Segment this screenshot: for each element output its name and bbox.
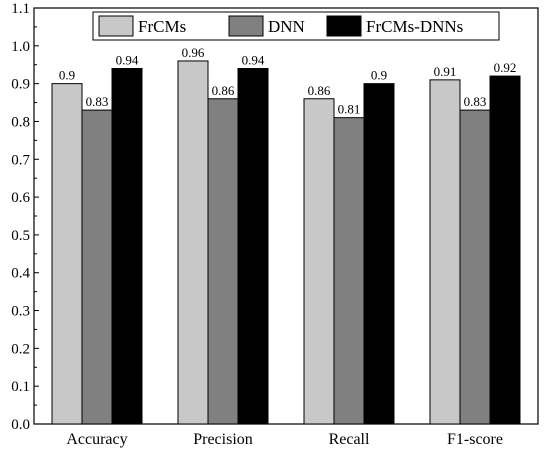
y-tick-label: 0.1: [11, 379, 30, 395]
legend-swatch-dnn: [228, 15, 264, 37]
legend-label-frcms-dnns: FrCMs-DNNs: [366, 17, 463, 36]
legend-label-frcms: FrCMs: [138, 17, 186, 36]
legend-label-dnn: DNN: [268, 17, 305, 36]
bar-frcms-dnns-recall: [363, 83, 395, 425]
y-tick-label: 0.0: [11, 417, 30, 433]
data-label: 0.9: [59, 68, 75, 83]
bar-frcms-dnns-f1-score: [489, 75, 521, 425]
bar-frcms-dnns-accuracy: [111, 68, 143, 425]
legend-swatch-frcms-dnns: [326, 15, 362, 37]
legend-box: [92, 11, 500, 41]
data-label: 0.81: [338, 102, 361, 117]
y-tick-label: 0.5: [11, 228, 30, 244]
y-tick-label: 0.9: [11, 77, 30, 93]
bar-frcms-f1-score: [429, 79, 461, 425]
x-tick-label: Recall: [329, 431, 370, 448]
bars: [51, 60, 521, 425]
legend-swatch-frcms: [98, 15, 134, 37]
data-label: 0.92: [494, 60, 517, 75]
bar-dnn-accuracy: [81, 109, 113, 425]
data-label: 0.83: [464, 94, 487, 109]
data-label: 0.86: [212, 83, 235, 98]
bar-frcms-accuracy: [51, 83, 83, 425]
bar-frcms-dnns-precision: [237, 68, 269, 425]
y-tick-label: 0.2: [11, 341, 30, 357]
y-tick-label: 0.4: [11, 266, 30, 282]
axes: 0.0 0.1 0.2 0.3 0.4 0.5 0.6 0.7 0.8 0.9 1.0 1.1 Accu…: [11, 1, 539, 448]
data-label: 0.9: [371, 68, 387, 83]
y-tick-label: 0.8: [11, 114, 30, 130]
data-label: 0.91: [434, 64, 457, 79]
data-label: 0.83: [86, 94, 109, 109]
bar-frcms-recall: [303, 98, 335, 425]
x-tick-label: F1-score: [447, 431, 503, 448]
bar-dnn-precision: [207, 98, 239, 425]
x-tick-label: Accuracy: [66, 431, 127, 448]
data-label: 0.94: [116, 53, 139, 68]
bar-dnn-recall: [333, 117, 365, 425]
legend: FrCMs DNN FrCMs-DNNs: [92, 11, 500, 41]
y-tick-label: 0.3: [11, 304, 30, 320]
y-tick-label: 1.0: [11, 39, 30, 55]
bar-frcms-precision: [177, 60, 209, 425]
data-label: 0.96: [182, 45, 205, 60]
data-labels: 0.9 0.83 0.94 0.96 0.86 0.94 0.86 0.81 0.9 0.91 0.…: [59, 45, 517, 117]
x-tick-label: Precision: [193, 431, 253, 448]
data-label: 0.86: [308, 83, 331, 98]
y-tick-label: 1.1: [11, 1, 30, 17]
y-tick-label: 0.6: [11, 190, 30, 206]
y-tick-label: 0.7: [11, 152, 30, 168]
data-label: 0.94: [242, 53, 265, 68]
bar-dnn-f1-score: [459, 109, 491, 425]
